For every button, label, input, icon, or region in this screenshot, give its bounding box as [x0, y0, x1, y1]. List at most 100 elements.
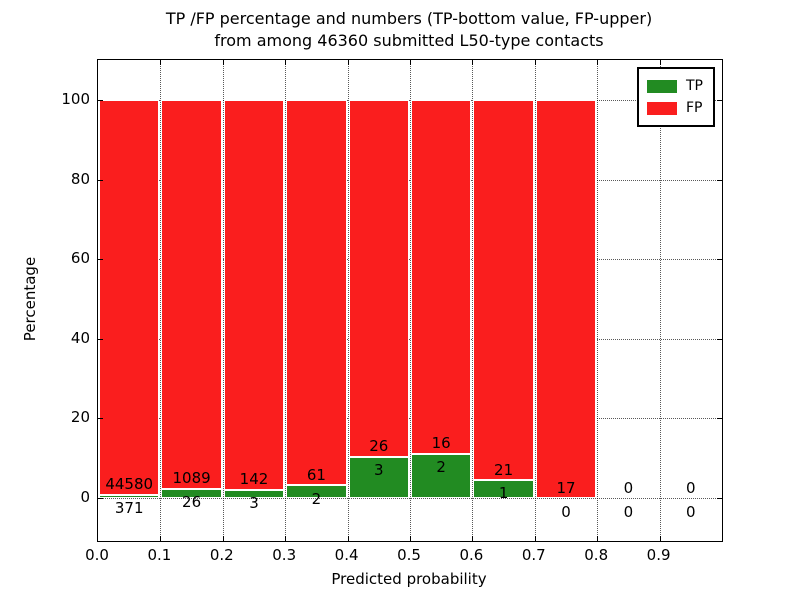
fp-color-swatch — [647, 101, 677, 115]
tp-count-label: 371 — [114, 499, 144, 518]
bar-fp — [348, 100, 409, 457]
tp-count-label: 3 — [249, 494, 259, 513]
tp-count-label: 2 — [436, 458, 446, 477]
x-tick-label: 0.2 — [209, 546, 234, 564]
fp-count-label: 17 — [556, 478, 576, 497]
x-tick-label: 0.8 — [584, 546, 609, 564]
x-tick-mark-top — [534, 60, 536, 65]
tp-color-swatch — [647, 79, 677, 93]
x-tick-mark-top — [160, 60, 162, 65]
y-tick-mark-left — [98, 338, 103, 340]
legend-item-tp: TP — [647, 75, 703, 97]
y-tick-label: 0 — [80, 488, 90, 506]
x-tick-mark-bottom — [410, 536, 411, 541]
bar-fp — [161, 100, 222, 489]
plot-area: TP FP 44580 371 1089 26 142 3 61 2 26 3 16 2 21 1 17 0 0… — [97, 59, 723, 542]
legend-label-fp: FP — [686, 100, 703, 116]
x-tick-mark-bottom — [160, 536, 162, 541]
fp-count-label: 0 — [686, 478, 696, 497]
bar-tp — [286, 485, 347, 498]
fp-count-label: 1089 — [172, 469, 211, 488]
tp-count-label: 26 — [182, 493, 202, 512]
bar-tp — [348, 456, 409, 498]
y-tick-mark-right — [717, 259, 722, 261]
fp-count-label: 61 — [306, 466, 326, 485]
v-gridline — [222, 60, 224, 541]
tp-count-label: 0 — [623, 502, 634, 521]
y-tick-label: 20 — [70, 408, 90, 427]
bar-tp — [473, 479, 534, 498]
x-tick-label: 0.0 — [85, 546, 109, 564]
x-tick-mark-top — [347, 60, 349, 65]
x-tick-mark-bottom — [597, 536, 599, 541]
y-tick-label: 60 — [70, 249, 90, 268]
x-tick-mark-top — [410, 60, 411, 65]
tp-count-label: 3 — [374, 461, 384, 480]
bar-fp — [411, 100, 472, 454]
y-tick-mark-right — [717, 100, 722, 101]
fp-count-label: 0 — [623, 478, 634, 497]
x-tick-mark-top — [597, 60, 599, 65]
v-gridline — [659, 60, 661, 541]
v-gridline — [160, 60, 162, 541]
x-tick-mark-top — [222, 60, 224, 65]
v-gridline — [410, 60, 411, 541]
bar-tp — [161, 488, 222, 498]
fp-count-label: 21 — [494, 460, 514, 479]
bar-fp — [223, 100, 285, 490]
tp-count-label: 0 — [561, 502, 571, 521]
v-gridline — [347, 60, 349, 541]
y-tick-mark-left — [98, 498, 103, 499]
x-axis-label: Predicted probability — [331, 570, 487, 588]
bar-fp — [99, 100, 160, 495]
fp-count-label: 16 — [431, 434, 451, 453]
x-tick-mark-bottom — [534, 536, 536, 541]
x-tick-label: 0.6 — [459, 546, 484, 564]
x-tick-label: 0.4 — [334, 546, 359, 564]
y-tick-mark-left — [98, 179, 103, 181]
x-tick-label: 0.1 — [147, 546, 172, 564]
bar-tp — [99, 494, 160, 498]
fp-count-label: 142 — [239, 470, 269, 489]
x-tick-label: 0.3 — [272, 546, 297, 564]
y-tick-mark-left — [98, 100, 103, 101]
x-tick-mark-bottom — [285, 536, 287, 541]
legend-label-tp: TP — [686, 78, 703, 94]
fp-count-label: 44580 — [105, 475, 154, 494]
v-gridline — [285, 60, 287, 541]
x-tick-mark-bottom — [222, 536, 224, 541]
y-tick-mark-right — [717, 338, 722, 340]
chart-title-line2: from among 46360 submitted L50-type cont… — [214, 31, 604, 50]
v-gridline — [534, 60, 536, 541]
y-tick-mark-left — [98, 259, 103, 261]
bar-fp — [535, 100, 597, 498]
x-tick-label: 0.9 — [646, 546, 671, 564]
y-tick-mark-right — [717, 179, 722, 181]
y-tick-mark-right — [717, 498, 722, 499]
x-tick-mark-bottom — [347, 536, 349, 541]
bar-tp — [411, 453, 472, 498]
y-tick-label: 80 — [70, 169, 90, 188]
x-tick-mark-top — [659, 60, 661, 65]
fp-count-label: 26 — [369, 437, 389, 456]
bar-fp — [473, 100, 534, 480]
v-gridline — [597, 60, 599, 541]
y-tick-label: 40 — [70, 328, 90, 347]
x-tick-label: 0.5 — [397, 546, 421, 564]
x-tick-mark-bottom — [472, 536, 474, 541]
chart-title: TP /FP percentage and numbers (TP-bottom… — [97, 8, 721, 52]
tp-count-label: 0 — [686, 502, 696, 521]
x-tick-mark-bottom — [659, 536, 661, 541]
x-tick-mark-top — [472, 60, 474, 65]
y-tick-label: 100 — [61, 90, 90, 108]
x-tick-mark-top — [285, 60, 287, 65]
y-axis-label: Percentage — [21, 256, 39, 342]
legend-item-fp: FP — [647, 97, 703, 119]
chart-title-line1: TP /FP percentage and numbers (TP-bottom… — [165, 9, 653, 28]
bar-tp — [223, 489, 285, 498]
legend: TP FP — [637, 67, 715, 127]
bar-fp — [286, 100, 347, 486]
tp-count-label: 2 — [311, 489, 322, 508]
v-gridline — [472, 60, 474, 541]
